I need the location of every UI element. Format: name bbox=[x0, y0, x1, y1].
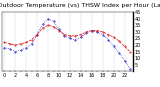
Text: Milwaukee Weather Outdoor Temperature (vs) THSW Index per Hour (Last 24 Hours): Milwaukee Weather Outdoor Temperature (v… bbox=[0, 3, 160, 8]
